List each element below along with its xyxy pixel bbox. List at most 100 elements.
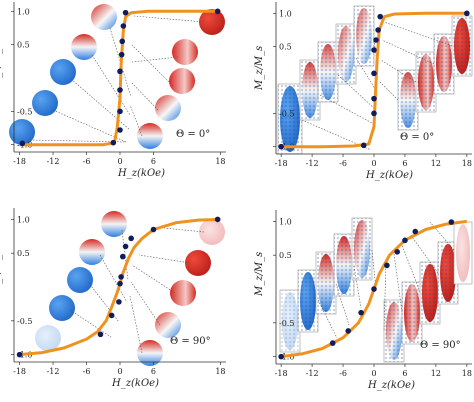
x-tick-label: -12 [47, 367, 60, 376]
spin-texture-disk [71, 34, 97, 60]
angle-annotation: Θ = 90° [420, 340, 461, 351]
spin-texture-disk [199, 9, 225, 35]
angle-annotation: Θ = 0° [400, 132, 434, 143]
data-markers-bottom-right [278, 219, 455, 360]
y-tick-label: -0.5 [17, 107, 32, 116]
data-point [371, 70, 377, 77]
data-point [377, 13, 383, 20]
data-point [117, 87, 123, 93]
x-tick-label: -18 [275, 159, 288, 168]
angle-annotation: Θ = 0° [176, 129, 210, 140]
magnetization-curve [281, 11, 467, 149]
y-tick-label: -0.5 [17, 317, 32, 326]
inset-images-top-left [9, 4, 225, 149]
data-point [371, 286, 377, 292]
data-point [119, 38, 126, 45]
magnetization-curve [19, 9, 221, 147]
x-axis-label: H_z(kOe) [117, 168, 165, 179]
data-point [150, 226, 157, 233]
data-point [345, 328, 352, 334]
data-point [394, 249, 401, 255]
data-point [118, 51, 125, 58]
data-point [384, 262, 390, 269]
x-tick-label: 18 [215, 157, 225, 166]
x-tick-label: -6 [83, 157, 91, 166]
data-point [329, 340, 336, 346]
y-tick-label: -0.5 [279, 319, 294, 328]
y-tick-label: 0.5 [279, 43, 292, 52]
x-axis-label: H_z(kOe) [365, 170, 413, 181]
x-tick-label: 6 [151, 367, 156, 376]
data-point [371, 47, 377, 53]
y-tick-label: -0.5 [279, 109, 294, 118]
data-point [16, 351, 23, 358]
data-point [120, 23, 127, 29]
spin-texture-disk [32, 90, 58, 116]
data-point [128, 235, 134, 242]
data-point [117, 108, 123, 115]
x-tick-label: 6 [402, 159, 407, 168]
spin-texture-disk [155, 95, 181, 121]
y-tick-label: 1.0 [17, 7, 30, 16]
y-tick-label: 1.0 [279, 9, 292, 18]
data-point [119, 253, 126, 260]
panel-top-right: -18 -12 -6 0 6 12 18-1.0-0.50.51.0 Θ = 0° H_z(… [254, 2, 473, 181]
inset-images-bottom-right [279, 217, 473, 363]
data-markers-top-right [278, 10, 470, 150]
x-tick-label: 0 [371, 369, 376, 378]
data-point [214, 8, 221, 15]
x-tick-label: 6 [151, 157, 156, 166]
data-point [19, 140, 26, 147]
x-axis-label: H_z(kOe) [367, 380, 415, 391]
y-tick-label: 0.5 [279, 251, 292, 260]
x-tick-label: 12 [431, 159, 441, 168]
x-tick-label: -6 [339, 159, 347, 168]
inset-images-top-right [277, 5, 473, 155]
x-tick-label: 6 [402, 369, 407, 378]
data-point [448, 219, 455, 225]
data-point [278, 353, 284, 360]
panel-top-left: -18 -12 -6 0 6 18-1.0-0.50.51.0 Θ = 0° H_z(kO… [0, 2, 226, 179]
data-point [371, 95, 377, 102]
x-tick-label: -18 [275, 369, 288, 378]
y-tick-label: 1.0 [17, 215, 30, 224]
x-tick-label: -12 [306, 159, 319, 168]
y-axis-label: M_z/M_s [0, 44, 3, 89]
spin-texture-disk [169, 68, 195, 94]
y-axis-label: M_z/M_s [254, 46, 265, 91]
data-point [373, 37, 379, 43]
inset-images-bottom-left [35, 211, 225, 366]
x-tick-label: -18 [13, 157, 26, 166]
leader-lines-bottom-right [317, 221, 455, 339]
x-tick-label: -12 [306, 369, 319, 378]
angle-annotation: Θ = 90° [170, 336, 211, 347]
x-axis-label: H_z(kOe) [111, 378, 159, 389]
data-markers-bottom-left [16, 216, 221, 358]
data-point [375, 27, 381, 33]
data-point [97, 331, 104, 338]
data-point [402, 237, 408, 244]
y-axis-label: M_z/M_s [254, 252, 265, 297]
data-point [117, 280, 123, 287]
y-tick-label: 0.5 [17, 249, 30, 258]
data-point [278, 143, 284, 150]
data-markers-top-left [19, 8, 221, 147]
spin-texture-disk [91, 4, 117, 30]
data-point [108, 312, 115, 319]
data-point [110, 139, 117, 146]
y-axis-label: M_z/M_s [0, 250, 3, 295]
panel-bottom-left: -18 -12 -6 0 6 18-1.0-0.50.51.0 Θ = 90° H_z(k… [0, 208, 226, 389]
spin-texture-disk [9, 119, 35, 145]
x-tick-label: 18 [462, 159, 472, 168]
x-tick-label: 0 [117, 157, 122, 166]
x-tick-label: -12 [47, 157, 60, 166]
data-point [117, 68, 123, 75]
x-tick-label: -6 [339, 369, 347, 378]
data-point [358, 309, 364, 316]
spin-texture-disk [172, 39, 198, 65]
data-point [464, 10, 470, 17]
x-tick-label: -6 [83, 367, 91, 376]
data-point [412, 228, 419, 235]
panel-bottom-right: -18 -12 -6 0 6 12 18-1.0-0.50.51.0 Θ = 90° H_z… [254, 210, 473, 391]
